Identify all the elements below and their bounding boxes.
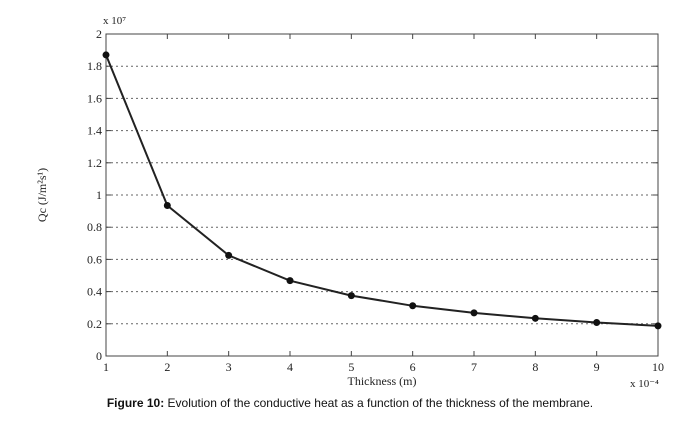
x-tick-label: 8 (532, 360, 538, 374)
data-series (102, 51, 662, 330)
y-axis-ticks: 0 0.2 0.4 0.6 0.8 1 1.2 1.4 1.6 1.8 2 (87, 27, 658, 363)
x-tick-label: 2 (164, 360, 170, 374)
x-tick-label: 1 (103, 360, 109, 374)
x-tick-label: 4 (287, 360, 293, 374)
data-point (593, 319, 601, 327)
data-point (225, 251, 233, 259)
figure-caption: Figure 10: Evolution of the conductive h… (0, 396, 700, 410)
y-tick-label: 1.4 (87, 124, 102, 138)
x-axis-ticks: 1 2 3 4 5 6 7 8 9 10 (103, 34, 664, 374)
y-tick-label: 1.8 (87, 59, 102, 73)
data-point (531, 314, 539, 322)
data-point (654, 322, 662, 330)
data-point (163, 201, 171, 209)
y-tick-label: 2 (96, 27, 102, 41)
x-tick-label: 3 (226, 360, 232, 374)
data-point (347, 292, 355, 300)
caption-label: Figure 10: (106, 396, 165, 410)
x-axis-multiplier: x 10⁻⁴ (630, 378, 659, 390)
series-line (105, 54, 659, 327)
x-tick-label: 7 (471, 360, 477, 374)
gridlines (106, 65, 658, 325)
x-tick-label: 6 (410, 360, 416, 374)
data-point (286, 277, 294, 285)
x-tick-label: 5 (348, 360, 354, 374)
y-tick-label: 0.2 (87, 317, 102, 331)
y-tick-label: 1.6 (87, 91, 102, 105)
x-tick-label: 9 (594, 360, 600, 374)
data-point (102, 51, 110, 59)
data-point (470, 309, 478, 317)
y-tick-label: 1 (96, 188, 102, 202)
y-tick-label: 1.2 (87, 156, 102, 170)
y-axis-multiplier: x 10⁷ (103, 15, 126, 27)
y-axis-label: Qc (J/m²s¹) (35, 168, 49, 222)
y-tick-label: 0.6 (87, 252, 102, 266)
data-point (409, 302, 417, 310)
y-tick-label: 0.8 (87, 220, 102, 234)
x-tick-label: 10 (652, 360, 664, 374)
y-tick-label: 0 (96, 349, 102, 363)
caption-text: Evolution of the conductive heat as a fu… (164, 396, 594, 410)
y-tick-label: 0.4 (87, 285, 102, 299)
x-axis-label: Thickness (m) (348, 374, 417, 388)
